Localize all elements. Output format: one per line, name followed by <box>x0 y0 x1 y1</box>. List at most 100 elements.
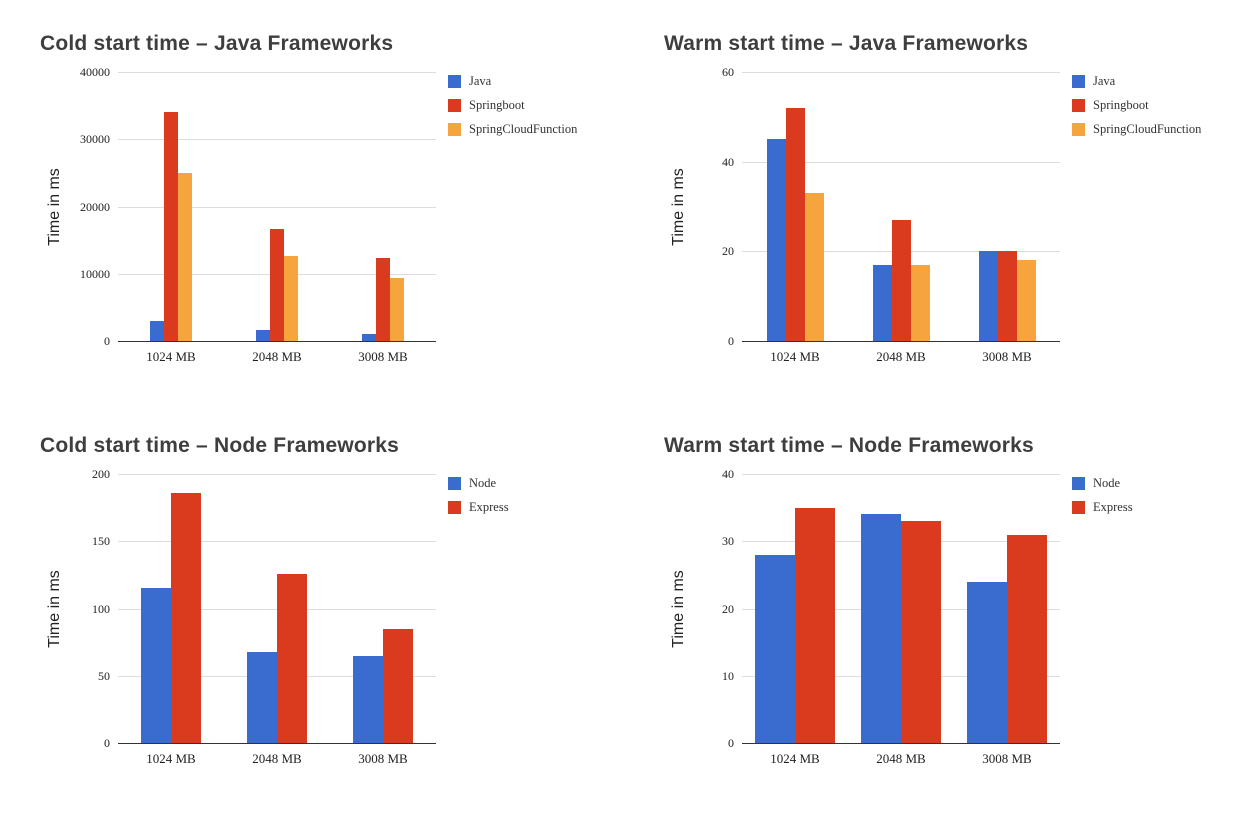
bar-group-1024-mb <box>118 474 224 743</box>
x-tick-label: 1024 MB <box>770 751 820 766</box>
bar-group-3008-mb <box>330 474 436 743</box>
y-tick-label: 20 <box>722 244 734 259</box>
legend-item-java: Java <box>448 74 606 89</box>
legend-swatch <box>1072 123 1085 136</box>
plot-column: 0 20 40 60 1024 MB 2048 MB 3008 MB <box>694 65 1072 365</box>
bar-node-2048-mb <box>861 514 901 743</box>
legend-item-springcloudfunction: SpringCloudFunction <box>448 122 606 137</box>
bar-groups <box>118 474 436 743</box>
bar-springboot-2048-mb <box>891 219 911 341</box>
y-tick-label: 0 <box>104 334 110 348</box>
bar-springboot-3008-mb <box>997 251 1017 341</box>
legend-item-node: Node <box>1072 476 1230 491</box>
x-tick-label: 3008 MB <box>358 349 408 364</box>
legend-label: Springboot <box>469 98 525 112</box>
bar-java-2048-mb <box>256 329 270 341</box>
plot-column: 0 50 100 150 200 1024 MB 2048 MB 3008 MB <box>70 467 448 767</box>
x-tick-label: 1024 MB <box>146 349 196 364</box>
y-tick-label: 200 <box>92 467 110 481</box>
legend-label: Springboot <box>1093 98 1149 112</box>
y-tick-label: 40 <box>722 154 734 169</box>
x-tick-label: 2048 MB <box>252 751 302 766</box>
bar-java-1024-mb <box>766 139 786 341</box>
x-tick-label: 3008 MB <box>982 751 1032 766</box>
gridline <box>742 161 1060 163</box>
plot-area: 0 20 40 60 <box>722 65 1060 348</box>
legend: Java Springboot SpringCloudFunction <box>448 72 606 365</box>
chart-body: Time in ms 0 50 100 150 200 1024 MB 2048 MB 30… <box>40 467 606 767</box>
legend-swatch <box>1072 75 1085 88</box>
bar-springcloudfunction-1024-mb <box>178 172 192 341</box>
y-axis-title: Time in ms <box>664 474 694 767</box>
bar-node-2048-mb <box>247 651 277 743</box>
chart-title: Warm start time – Java Frameworks <box>664 32 1029 55</box>
y-tick-label: 40000 <box>80 65 110 79</box>
x-tick-label: 2048 MB <box>252 349 302 364</box>
bar-group-1024-mb <box>742 474 848 743</box>
bar-node-1024-mb <box>755 554 795 743</box>
bar-express-2048-mb <box>901 521 941 743</box>
x-tick-label: 3008 MB <box>982 349 1032 364</box>
legend-label: Java <box>1093 74 1116 88</box>
chart-body: Time in ms 0 10000 20000 30000 40000 1024 MB… <box>40 65 606 365</box>
gridline <box>118 541 436 543</box>
y-tick-label: 150 <box>92 534 110 549</box>
gridline <box>118 139 436 141</box>
bar-java-3008-mb <box>362 334 376 341</box>
bar-group-3008-mb <box>954 474 1060 743</box>
gridline <box>118 72 436 73</box>
chart-body: Time in ms 0 10 20 30 40 1024 MB 2048 MB 3008 … <box>664 467 1230 767</box>
legend-label: Express <box>469 500 509 514</box>
y-tick-label: 10 <box>722 668 734 683</box>
y-tick-label: 0 <box>728 736 734 750</box>
bar-springboot-1024-mb <box>164 112 178 341</box>
bar-springboot-1024-mb <box>785 107 805 341</box>
plot-column: 0 10 20 30 40 1024 MB 2048 MB 3008 MB <box>694 467 1072 767</box>
legend-item-springcloudfunction: SpringCloudFunction <box>1072 122 1230 137</box>
legend-label: Express <box>1093 500 1133 514</box>
y-tick-label: 20 <box>722 601 734 616</box>
y-tick-label: 10000 <box>80 266 110 281</box>
legend-swatch <box>1072 501 1085 514</box>
y-axis-title-text: Time in ms <box>46 569 63 648</box>
y-axis-title: Time in ms <box>664 72 694 365</box>
legend-item-java: Java <box>1072 74 1230 89</box>
bar-groups <box>742 474 1060 743</box>
bar-java-2048-mb <box>872 264 892 341</box>
legend-item-express: Express <box>1072 500 1230 515</box>
bar-springcloudfunction-3008-mb <box>1016 260 1036 341</box>
legend-swatch <box>448 99 461 112</box>
gridline <box>118 206 436 208</box>
bar-springboot-3008-mb <box>376 258 390 341</box>
bar-groups <box>118 72 436 341</box>
legend-swatch <box>448 123 461 136</box>
chart-title: Cold start time – Java Frameworks <box>40 32 394 55</box>
x-axis-labels: 1024 MB 2048 MB 3008 MB <box>118 349 436 365</box>
legend-swatch <box>1072 99 1085 112</box>
chart-panel-cold-start-java: Cold start time – Java Frameworks Time i… <box>14 14 610 416</box>
legend-swatch <box>448 75 461 88</box>
y-axis-title-text: Time in ms <box>670 569 687 648</box>
x-tick-label: 2048 MB <box>876 349 926 364</box>
legend: Node Express <box>448 474 606 767</box>
y-tick-label: 30000 <box>80 132 110 147</box>
legend: Node Express <box>1072 474 1230 767</box>
legend-label: SpringCloudFunction <box>1093 122 1202 136</box>
bar-express-1024-mb <box>795 507 835 743</box>
x-tick-label: 3008 MB <box>358 751 408 766</box>
chart-panel-warm-start-node: Warm start time – Node Frameworks Time i… <box>638 416 1234 818</box>
bar-group-3008-mb <box>330 72 436 341</box>
bar-java-1024-mb <box>150 320 164 341</box>
bar-springboot-2048-mb <box>270 228 284 341</box>
bar-groups <box>742 72 1060 341</box>
bar-node-3008-mb <box>967 581 1007 743</box>
x-tick-label: 1024 MB <box>146 751 196 766</box>
plot-column: 0 10000 20000 30000 40000 1024 MB 2048 MB 3008… <box>70 65 448 365</box>
bar-group-1024-mb <box>742 72 848 341</box>
legend-label: SpringCloudFunction <box>469 122 578 136</box>
y-axis-title-text: Time in ms <box>670 167 687 246</box>
plot-area: 0 10 20 30 40 <box>722 467 1060 750</box>
legend: Java Springboot SpringCloudFunction <box>1072 72 1230 365</box>
bar-express-3008-mb <box>1007 534 1047 743</box>
